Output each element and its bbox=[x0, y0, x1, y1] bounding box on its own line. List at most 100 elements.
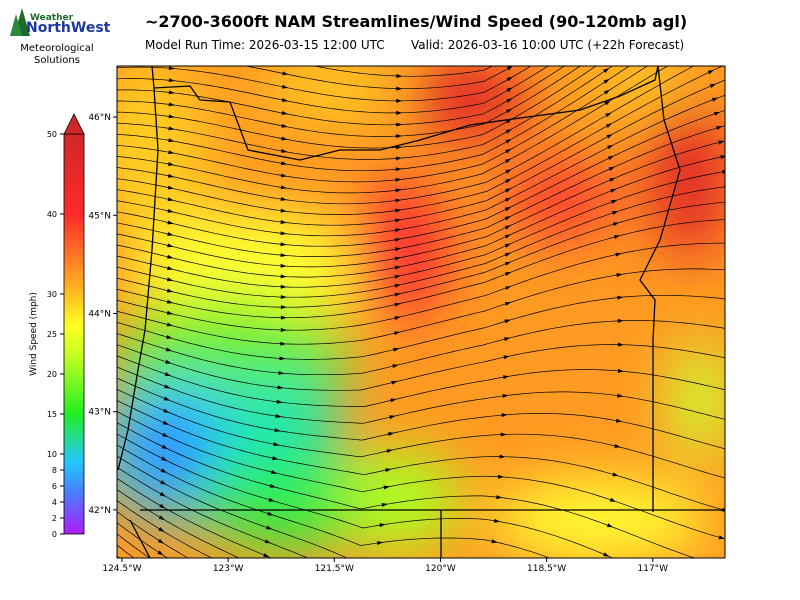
streamline bbox=[117, 511, 189, 558]
map-frame bbox=[116, 65, 726, 559]
wind-field bbox=[117, 2, 737, 571]
stream-arrow bbox=[731, 389, 737, 393]
logo-top: Weather bbox=[30, 13, 74, 23]
stream-arrow bbox=[507, 55, 513, 60]
y-tick-label: 42°N bbox=[88, 506, 111, 516]
stream-arrow bbox=[374, 562, 380, 566]
colorbar-tick-label: 30 bbox=[47, 290, 57, 299]
stream-arrow bbox=[164, 372, 172, 377]
streamline bbox=[117, 66, 649, 183]
streamline bbox=[117, 66, 613, 160]
colorbar-tick-label: 25 bbox=[47, 330, 57, 339]
streamline bbox=[117, 377, 725, 450]
stream-arrow bbox=[602, 2, 608, 7]
streamline bbox=[117, 79, 725, 226]
stream-arrow bbox=[611, 199, 618, 204]
y-tick-label: 43°N bbox=[88, 408, 111, 418]
stream-arrow bbox=[163, 396, 170, 401]
stream-arrow bbox=[265, 525, 273, 530]
stream-arrow bbox=[729, 419, 735, 423]
stream-arrow bbox=[603, 57, 609, 62]
stream-arrow bbox=[488, 564, 494, 568]
stream-arrow bbox=[727, 448, 733, 452]
colorbar-tick-label: 10 bbox=[47, 450, 57, 459]
stream-arrow bbox=[701, 28, 707, 33]
stream-arrow bbox=[168, 114, 175, 119]
stream-arrow bbox=[617, 393, 624, 398]
streamline bbox=[117, 422, 696, 558]
streamline bbox=[243, 66, 514, 90]
colorbar: Wind Speed (mph) bbox=[29, 113, 85, 535]
streamline bbox=[117, 533, 151, 558]
streamline bbox=[117, 66, 669, 194]
stream-arrow bbox=[505, 286, 512, 290]
streamline bbox=[117, 66, 724, 215]
stream-arrow bbox=[395, 208, 402, 213]
stream-arrow bbox=[280, 208, 287, 213]
x-tick-label: 123°W bbox=[213, 564, 244, 574]
streamline bbox=[117, 66, 532, 102]
streamline bbox=[117, 522, 169, 558]
stream-arrow bbox=[713, 111, 721, 116]
x-tick-label: 117°W bbox=[638, 564, 669, 574]
streamline bbox=[117, 201, 725, 308]
run-time: Model Run Time: 2026-03-15 12:00 UTC bbox=[145, 38, 385, 52]
x-tick-label: 120°W bbox=[425, 564, 456, 574]
stream-arrow bbox=[157, 562, 163, 567]
colorbar-tick-label: 4 bbox=[52, 498, 57, 507]
stream-arrow bbox=[262, 567, 268, 571]
streamline bbox=[117, 400, 725, 511]
streamline bbox=[117, 242, 725, 331]
stream-arrow bbox=[504, 302, 512, 306]
colorbar-tick-label: 40 bbox=[47, 210, 57, 219]
stream-arrow bbox=[611, 211, 619, 215]
streamline bbox=[117, 455, 348, 558]
stream-arrow bbox=[730, 241, 736, 245]
streamline bbox=[117, 355, 725, 407]
streamline bbox=[117, 110, 725, 247]
y-tick-label: 45°N bbox=[88, 211, 111, 221]
streamline bbox=[117, 477, 272, 558]
logo-tagline: Meteorological Solutions bbox=[20, 43, 94, 66]
stream-arrow bbox=[698, 3, 704, 8]
stream-arrow bbox=[169, 54, 175, 58]
borders bbox=[117, 66, 725, 558]
stream-arrow bbox=[264, 539, 271, 544]
streamline bbox=[117, 366, 725, 424]
valid-time: Valid: 2026-03-16 10:00 UTC (+22h Foreca… bbox=[411, 38, 684, 52]
streamline bbox=[117, 444, 551, 558]
colorbar-tick-label: 0 bbox=[52, 530, 57, 539]
stream-arrow bbox=[504, 234, 511, 239]
streamline bbox=[117, 66, 630, 172]
stream-arrow bbox=[715, 563, 721, 567]
streamline bbox=[117, 94, 725, 237]
colorbar-tick-label: 6 bbox=[52, 482, 57, 491]
stream-arrow bbox=[395, 198, 402, 203]
streamline bbox=[117, 466, 309, 558]
stream-arrow bbox=[164, 384, 171, 389]
streamline bbox=[117, 171, 725, 288]
streamline bbox=[117, 125, 725, 257]
logo-brand: NorthWest bbox=[26, 20, 111, 36]
streamline bbox=[117, 433, 614, 558]
streamline bbox=[117, 294, 725, 360]
streamline bbox=[117, 66, 597, 149]
stream-arrow bbox=[726, 200, 732, 204]
colorbar-tick-label: 15 bbox=[47, 410, 57, 419]
colorbar-tick-label: 8 bbox=[52, 466, 57, 475]
stream-arrow bbox=[606, 523, 614, 528]
streamline bbox=[117, 544, 135, 558]
stream-arrow bbox=[703, 42, 709, 47]
stream-arrow bbox=[282, 58, 288, 62]
y-tick-label: 44°N bbox=[88, 309, 111, 319]
streamline bbox=[312, 66, 493, 77]
stream-arrow bbox=[711, 97, 719, 102]
stream-arrow bbox=[706, 56, 712, 61]
streamline bbox=[117, 344, 725, 391]
title: ~2700-3600ft NAM Streamlines/Wind Speed … bbox=[145, 12, 687, 31]
stream-arrow bbox=[728, 217, 734, 221]
stream-arrow bbox=[280, 197, 287, 202]
colorbar-label: Wind Speed (mph) bbox=[29, 292, 39, 376]
streamline bbox=[117, 140, 725, 268]
stream-arrow bbox=[609, 497, 617, 502]
